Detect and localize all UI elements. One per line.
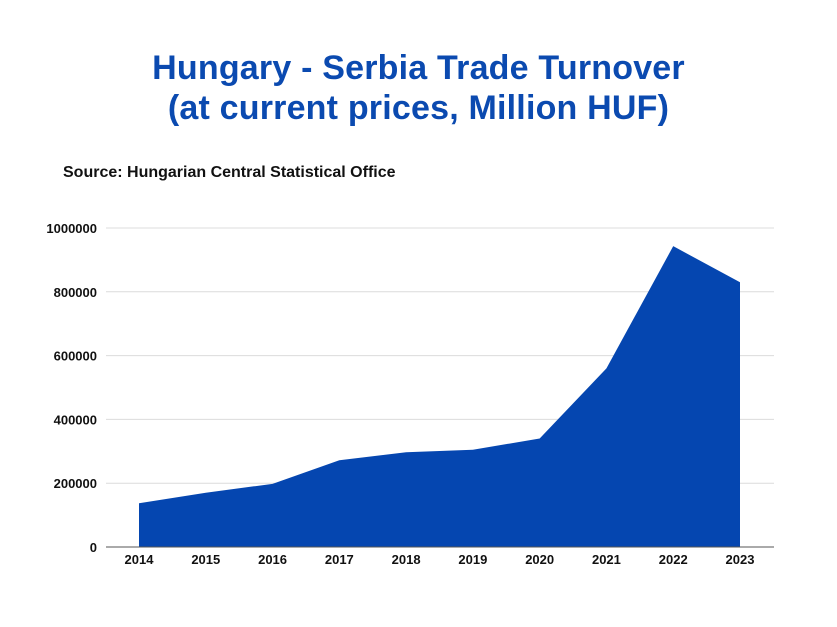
- x-tick-label: 2014: [125, 552, 155, 567]
- x-tick-label: 2018: [392, 552, 421, 567]
- x-tick-label: 2015: [191, 552, 220, 567]
- x-tick-label: 2023: [726, 552, 755, 567]
- chart-title: Hungary - Serbia Trade Turnover (at curr…: [0, 48, 837, 128]
- y-axis-tick-labels: 0 200000 400000 600000 800000 1000000: [46, 221, 97, 555]
- chart-title-line-1: Hungary - Serbia Trade Turnover: [152, 49, 685, 87]
- area-series: [139, 246, 740, 548]
- x-tick-label: 2020: [525, 552, 554, 567]
- chart-title-line-2: (at current prices, Million HUF): [167, 89, 670, 127]
- x-axis-tick-labels: 2014 2015 2016 2017 2018 2019 2020 2021 2022 2023: [125, 552, 755, 567]
- y-tick-label: 600000: [54, 349, 97, 364]
- x-tick-label: 2019: [458, 552, 487, 567]
- chart-source-note: Source: Hungarian Central Statistical Of…: [63, 164, 396, 181]
- x-tick-label: 2017: [325, 552, 354, 567]
- x-tick-label: 2022: [659, 552, 688, 567]
- x-tick-label: 2021: [592, 552, 621, 567]
- plot-area: [138, 246, 741, 548]
- y-tick-label: 0: [90, 540, 97, 555]
- y-tick-label: 400000: [54, 412, 97, 427]
- x-tick-label: 2016: [258, 552, 287, 567]
- y-tick-label: 800000: [54, 285, 97, 300]
- y-tick-label: 1000000: [46, 221, 97, 236]
- y-tick-label: 200000: [54, 476, 97, 491]
